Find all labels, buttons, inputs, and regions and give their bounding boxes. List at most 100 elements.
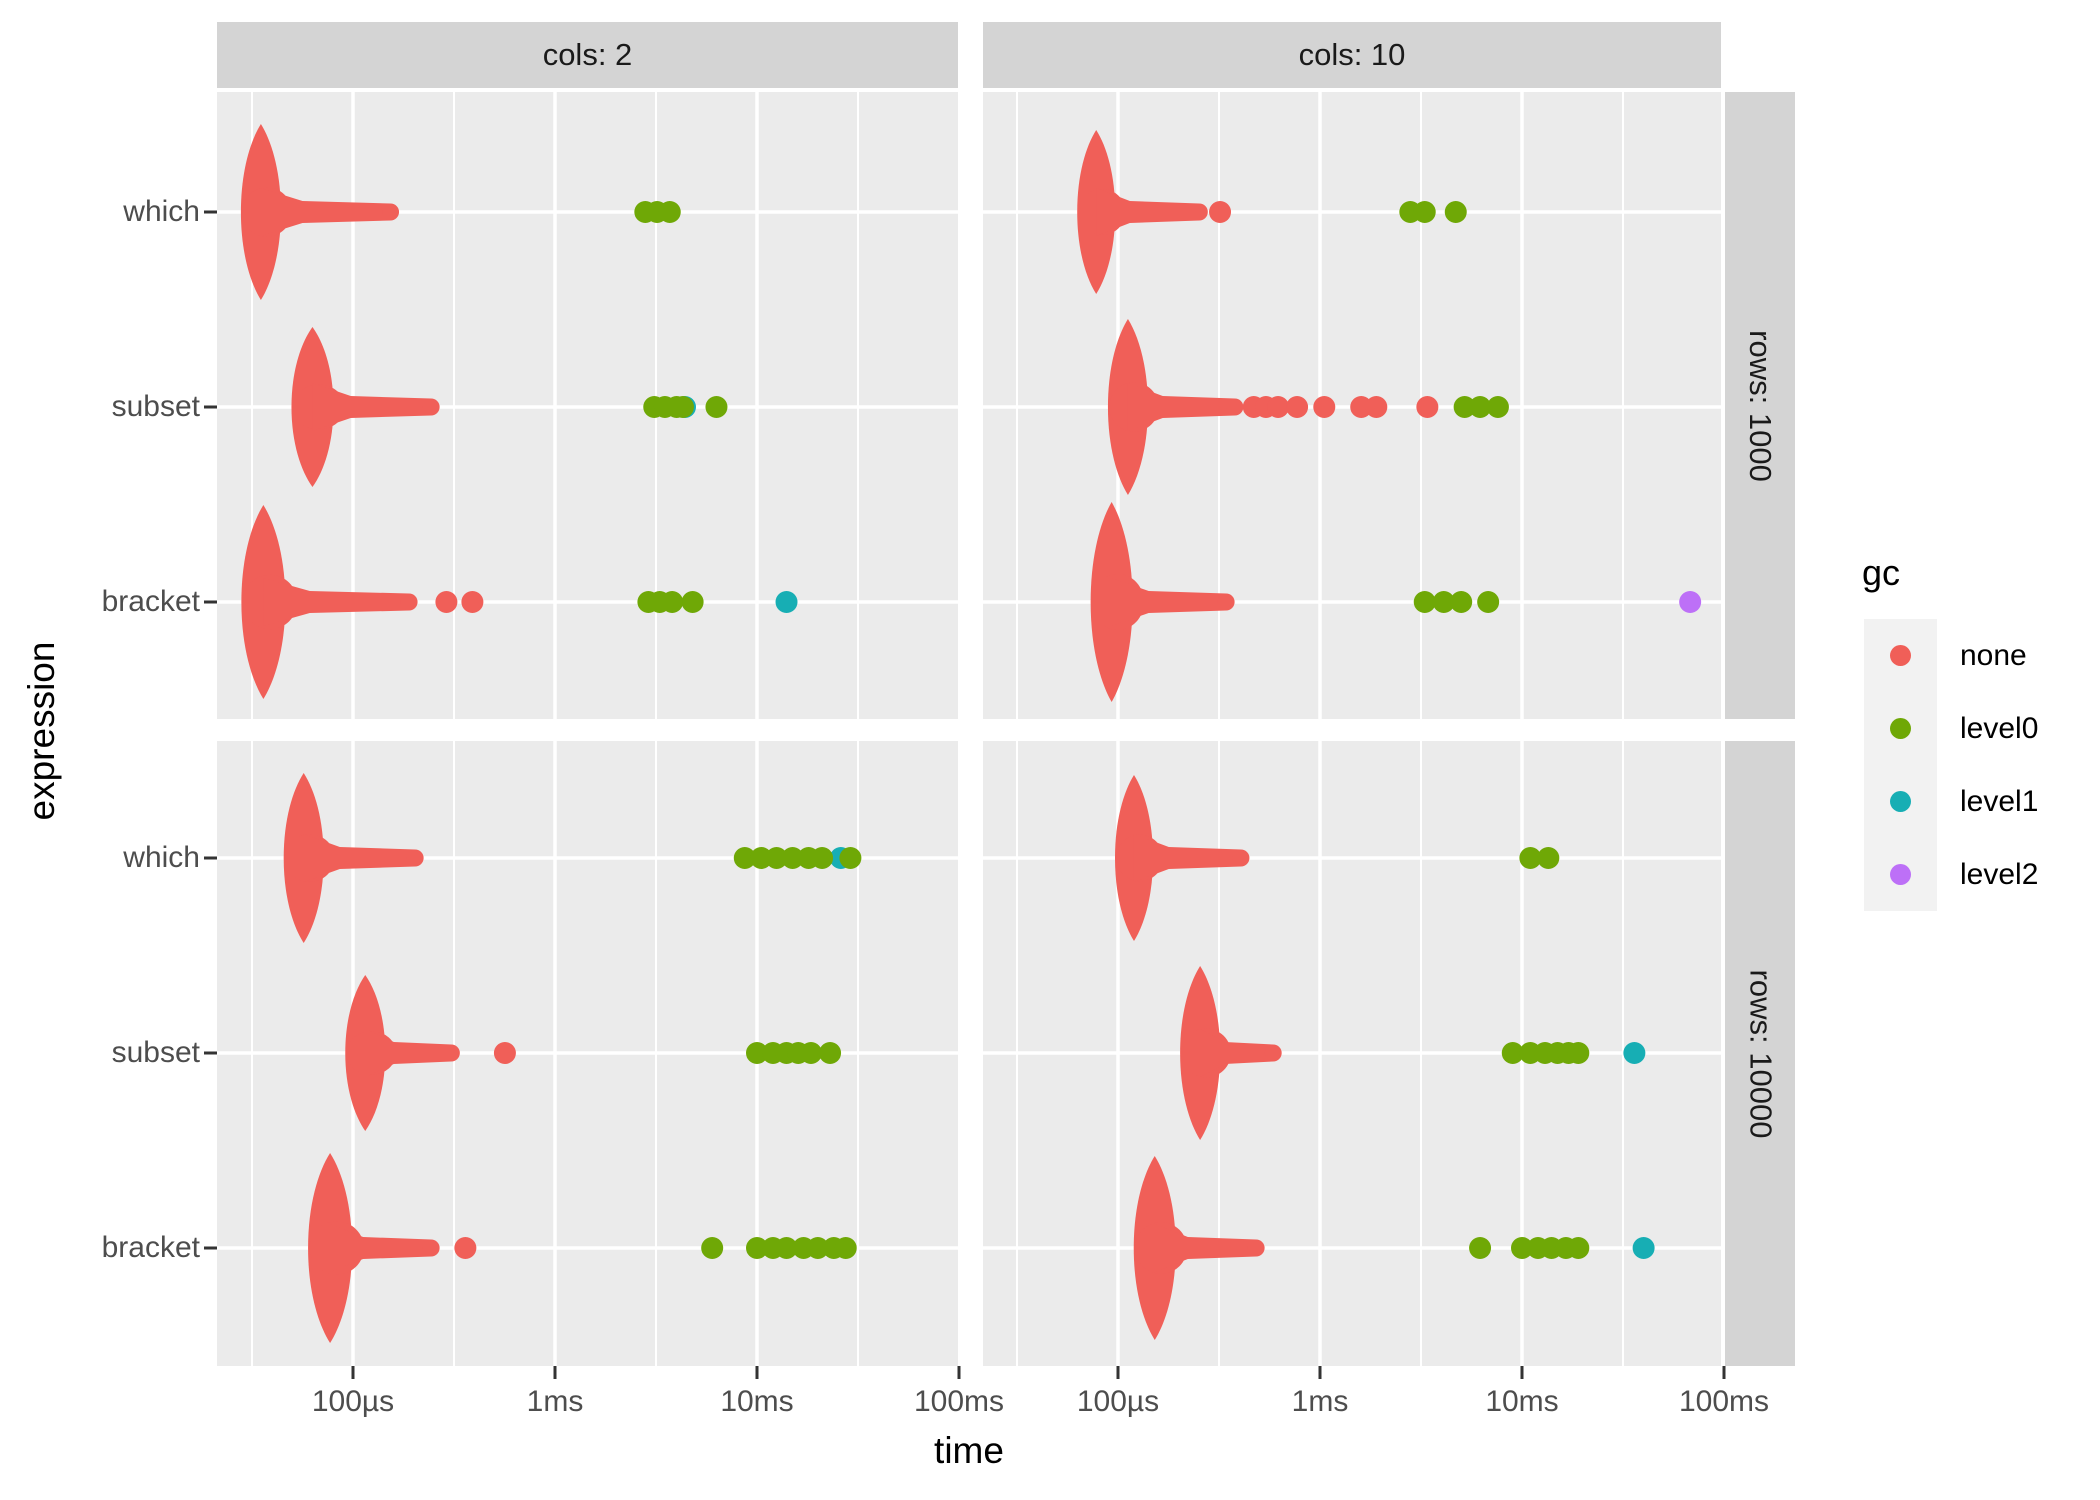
x-tick-label-1ms: 1ms xyxy=(1291,1385,1349,1418)
swarm-tail-which xyxy=(1096,188,1200,236)
point-level0-which xyxy=(1444,201,1467,223)
legend-title: gc xyxy=(1862,552,1901,593)
point-level0-which xyxy=(1519,847,1542,869)
x-tick-label-10ms: 10ms xyxy=(720,1385,794,1418)
point-none-subset xyxy=(1267,396,1290,418)
y-tick-label-bracket: bracket xyxy=(101,585,200,618)
point-level0-which xyxy=(811,847,834,869)
point-level0-bracket xyxy=(746,1237,768,1259)
swarm-tail-cap xyxy=(442,1044,460,1062)
point-level0-bracket xyxy=(806,1237,829,1259)
facet-strip-label: cols: 2 xyxy=(542,37,633,72)
point-level0-bracket xyxy=(1413,591,1436,613)
facet-strip-label: rows: 1000 xyxy=(1743,329,1779,482)
point-level0-bracket xyxy=(701,1237,724,1259)
y-tick-label-which: which xyxy=(123,841,200,874)
point-level0-which xyxy=(765,847,788,869)
swarm-tail-cap xyxy=(1232,849,1250,867)
point-level0-subset xyxy=(819,1042,842,1064)
point-level0-subset xyxy=(1567,1042,1590,1064)
swarm-tail-cap xyxy=(1226,398,1244,416)
point-level0-bracket xyxy=(1450,591,1473,613)
legend-label-level2: level2 xyxy=(1960,858,2039,891)
panel-group-1 xyxy=(983,92,1721,719)
point-level0-bracket xyxy=(1477,591,1500,613)
point-level0-subset xyxy=(1469,396,1492,418)
swarm-tail-cap xyxy=(382,203,400,221)
swarm-tail-cap xyxy=(1217,593,1235,611)
y-tick-label-subset: subset xyxy=(111,390,200,423)
point-level0-which xyxy=(658,201,681,223)
point-level0-bracket xyxy=(1511,1237,1533,1259)
point-level0-bracket xyxy=(1567,1237,1590,1259)
x-tick-label-1ms: 1ms xyxy=(526,1385,584,1418)
point-level0-subset xyxy=(746,1042,768,1064)
point-none-bracket xyxy=(435,591,458,613)
swarm-tail-subset xyxy=(312,383,432,431)
point-level0-bracket xyxy=(775,1237,798,1259)
point-level0-bracket xyxy=(1469,1237,1492,1259)
swarm-tail-cap xyxy=(1264,1044,1282,1062)
point-level0-which xyxy=(733,847,756,869)
point-level0-subset xyxy=(1501,1042,1524,1064)
swarm-tail-which xyxy=(303,834,416,882)
point-level1-bracket xyxy=(1632,1237,1655,1259)
legend-dot-level1 xyxy=(1890,791,1911,812)
facet-strip-cols-2: cols: 2 xyxy=(217,22,958,88)
swarm-tail-bracket xyxy=(1154,1224,1257,1272)
x-tick-label-10ms: 10ms xyxy=(1485,1385,1559,1418)
swarm-tail-cap xyxy=(1247,1239,1265,1257)
swarm-tail-cap xyxy=(422,1239,440,1257)
swarm-tail-which xyxy=(1133,834,1241,882)
y-tick-label-which: which xyxy=(123,195,200,228)
point-none-which xyxy=(1209,201,1232,223)
panel-group-0 xyxy=(217,92,958,719)
facet-strip-label: rows: 10000 xyxy=(1743,969,1779,1138)
legend-dot-none xyxy=(1890,645,1911,666)
point-none-bracket xyxy=(454,1237,477,1259)
swarm-tail-cap xyxy=(422,398,440,416)
y-tick-label-subset: subset xyxy=(111,1036,200,1069)
point-none-subset xyxy=(493,1042,516,1064)
swarm-tail-bracket xyxy=(263,578,410,626)
facet-strip-label: cols: 10 xyxy=(1298,37,1406,72)
point-level0-bracket xyxy=(1432,591,1455,613)
y-axis-title: expression xyxy=(21,641,62,821)
x-tick-label-100ms: 100ms xyxy=(1678,1385,1770,1418)
swarm-tail-subset xyxy=(1127,383,1235,431)
facet-strip-cols-10: cols: 10 xyxy=(983,22,1721,88)
panel-group-2 xyxy=(217,741,958,1366)
point-none-subset xyxy=(1350,396,1373,418)
y-tick-label-bracket: bracket xyxy=(101,1231,200,1264)
x-tick-label-100ms: 100ms xyxy=(913,1385,1005,1418)
legend-label-level1: level1 xyxy=(1960,785,2039,818)
legend-label-level0: level0 xyxy=(1960,712,2039,745)
swarm-tail-subset xyxy=(1200,1029,1274,1077)
facet-strip-rows-10000: rows: 10000 xyxy=(1725,741,1795,1366)
point-level0-which xyxy=(1537,847,1560,869)
point-none-subset xyxy=(1365,396,1388,418)
x-axis-title: time xyxy=(934,1430,1004,1471)
point-level0-which xyxy=(750,847,773,869)
swarm-tail-cap xyxy=(400,593,418,611)
legend-key-background xyxy=(1864,619,1937,911)
swarm-tail-cap xyxy=(1190,203,1208,221)
point-level0-bracket xyxy=(834,1237,857,1259)
x-tick-label-100us: 100µs xyxy=(311,1385,395,1418)
swarm-tail-subset xyxy=(365,1029,452,1077)
point-level0-which xyxy=(1413,201,1436,223)
point-level0-subset xyxy=(671,396,694,418)
point-level0-which xyxy=(781,847,804,869)
point-none-subset xyxy=(1416,396,1439,418)
swarm-tail-bracket xyxy=(1111,578,1227,626)
x-tick-label-100us: 100µs xyxy=(1076,1385,1160,1418)
point-none-subset xyxy=(1313,396,1336,418)
swarm-tail-bracket xyxy=(330,1224,432,1272)
point-none-bracket xyxy=(461,591,484,613)
legend-dot-level2 xyxy=(1890,864,1911,885)
point-level0-subset xyxy=(1486,396,1509,418)
point-level0-subset xyxy=(1453,396,1476,418)
swarm-tail-cap xyxy=(406,849,424,867)
point-level0-bracket xyxy=(661,591,684,613)
